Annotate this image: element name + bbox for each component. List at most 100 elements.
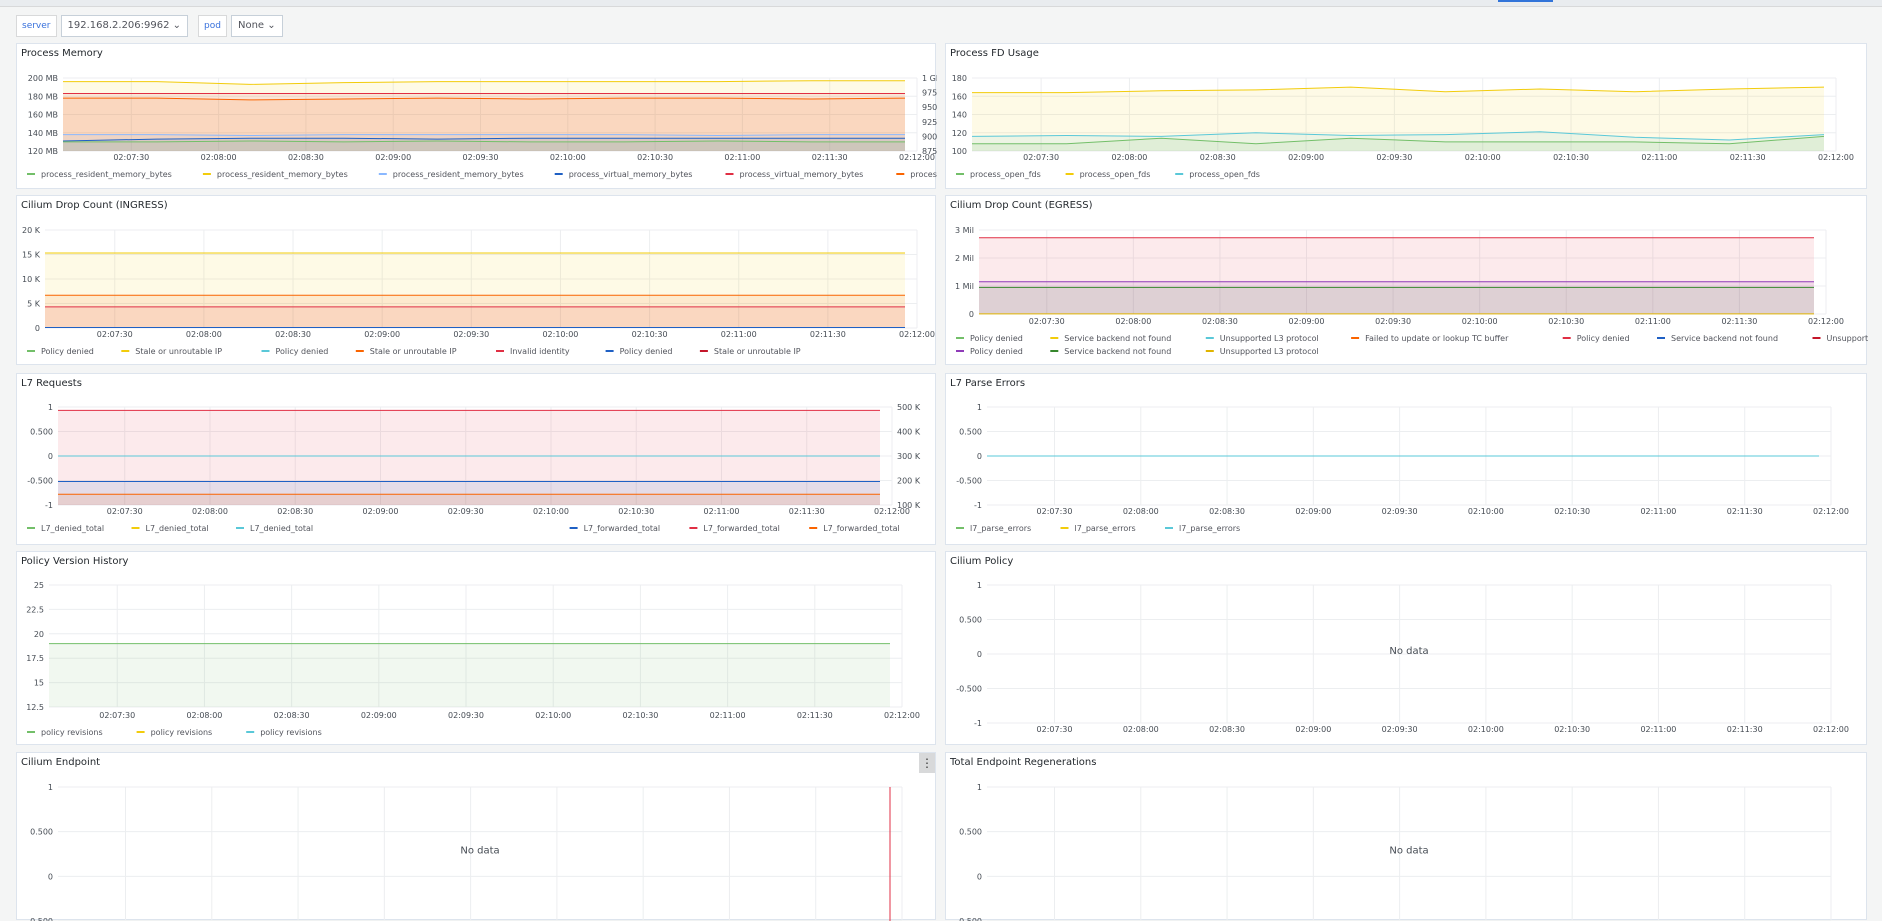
- x-tick-label: 02:10:30: [622, 711, 658, 720]
- legend-label: Policy denied: [41, 347, 94, 356]
- x-tick-label: 02:10:30: [1554, 725, 1590, 734]
- x-tick-label: 02:08:30: [274, 711, 310, 720]
- x-tick-label: 02:09:00: [361, 711, 397, 720]
- legend-label: process_open_fds: [1080, 170, 1151, 179]
- series-area: [45, 307, 905, 328]
- x-tick-label: 02:10:00: [533, 507, 569, 516]
- legend-item[interactable]: Invalid identity: [496, 347, 570, 356]
- legend-item[interactable]: Policy denied: [606, 347, 673, 356]
- legend-item[interactable]: l7_parse_errors: [1165, 524, 1240, 533]
- x-tick-label: 02:11:00: [1640, 725, 1676, 734]
- legend-item[interactable]: L7_denied_total: [236, 524, 313, 533]
- legend-item[interactable]: Policy denied: [956, 347, 1023, 356]
- legend-item[interactable]: Service backend not found: [1050, 347, 1171, 356]
- top-bar: [0, 0, 1882, 7]
- legend-label: policy revisions: [260, 728, 322, 737]
- legend-item[interactable]: process_resident_memory_bytes: [27, 170, 172, 179]
- y-tick-label: 15: [34, 679, 44, 688]
- y-tick-label: 25: [34, 581, 44, 590]
- legend-item[interactable]: process_resident_memory_bytes: [203, 170, 348, 179]
- legend-item[interactable]: l7_parse_errors: [1061, 524, 1136, 533]
- y2-tick-label: 400 K: [897, 428, 921, 437]
- legend-item[interactable]: process_open_fds: [1175, 170, 1260, 179]
- legend-item[interactable]: L7_forwarded_total: [809, 524, 900, 533]
- y-tick-label: 1 Mil: [955, 282, 974, 291]
- x-tick-label: 02:11:00: [1640, 507, 1676, 516]
- x-tick-label: 02:10:30: [1553, 153, 1589, 162]
- x-tick-label: 02:11:00: [724, 153, 760, 162]
- y-tick-label: 0: [48, 872, 53, 881]
- x-tick-label: 02:08:30: [1202, 317, 1238, 326]
- variables-bar: server 192.168.2.206:9962 ⌄ pod None ⌄: [16, 15, 293, 37]
- legend-item[interactable]: Stale or unroutable IP: [356, 347, 457, 356]
- y2-tick-label: 500 K: [897, 403, 921, 412]
- x-tick-label: 02:09:30: [1376, 153, 1412, 162]
- legend-item[interactable]: Unsupported L3 protocol: [1813, 334, 1869, 343]
- x-tick-label: 02:11:00: [710, 711, 746, 720]
- y-tick-label: -0.500: [956, 917, 982, 921]
- legend-label: Unsupported L3 protocol: [1827, 334, 1869, 343]
- legend-item[interactable]: Service backend not found: [1050, 334, 1171, 343]
- legend-item[interactable]: L7_denied_total: [27, 524, 104, 533]
- legend-item[interactable]: policy revisions: [27, 728, 103, 737]
- legend-label: L7_forwarded_total: [703, 524, 780, 533]
- legend-label: Policy denied: [970, 334, 1023, 343]
- legend-item[interactable]: process_open_fds: [1066, 170, 1151, 179]
- total-endpoint-regenerations-panel[interactable]: Total Endpoint Regenerations10.5000-0.50…: [945, 752, 1867, 920]
- legend-item[interactable]: policy revisions: [246, 728, 322, 737]
- legend-item[interactable]: Stale or unroutable IP: [700, 347, 801, 356]
- y-tick-label: 0.500: [959, 616, 982, 625]
- x-tick-label: 02:10:30: [618, 507, 654, 516]
- legend-item[interactable]: Stale or unroutable IP: [121, 347, 222, 356]
- x-tick-label: 02:08:30: [277, 507, 313, 516]
- server-select[interactable]: 192.168.2.206:9962 ⌄: [61, 15, 189, 37]
- legend-item[interactable]: Policy denied: [956, 334, 1023, 343]
- series-line[interactable]: [63, 141, 905, 142]
- legend-item[interactable]: Failed to update or lookup TC buffer: [1351, 334, 1509, 343]
- x-tick-label: 02:11:30: [810, 330, 846, 339]
- legend-label: L7_denied_total: [250, 524, 313, 533]
- legend-item[interactable]: process_virtual_memory_bytes: [726, 170, 864, 179]
- legend-item[interactable]: Policy denied: [262, 347, 329, 356]
- legend-item[interactable]: Policy denied: [27, 347, 94, 356]
- pod-select[interactable]: None ⌄: [231, 15, 283, 37]
- legend-item[interactable]: l7_parse_errors: [956, 524, 1031, 533]
- y-tick-label: 100: [952, 147, 967, 156]
- x-tick-label: 02:11:30: [1730, 153, 1766, 162]
- legend-item[interactable]: Unsupported L3 protocol: [1206, 347, 1319, 356]
- legend-item[interactable]: L7_denied_total: [132, 524, 209, 533]
- legend-label: process_resident_memory_bytes: [217, 170, 348, 179]
- legend-item[interactable]: Policy denied: [1563, 334, 1630, 343]
- x-tick-label: 02:10:00: [1468, 507, 1504, 516]
- legend-item[interactable]: process_virtual_memory_bytes: [896, 170, 937, 179]
- x-tick-label: 02:09:30: [1382, 507, 1418, 516]
- legend-item[interactable]: process_open_fds: [956, 170, 1041, 179]
- legend-item[interactable]: L7_forwarded_total: [689, 524, 780, 533]
- y-tick-label: -1: [45, 501, 53, 510]
- y-tick-label: 1: [48, 403, 53, 412]
- legend-item[interactable]: Unsupported L3 protocol: [1206, 334, 1319, 343]
- legend-label: policy revisions: [151, 728, 213, 737]
- x-tick-label: 02:12:00: [1813, 507, 1849, 516]
- x-tick-label: 02:09:30: [448, 711, 484, 720]
- x-tick-label: 02:09:30: [448, 507, 484, 516]
- legend-item[interactable]: L7_forwarded_total: [570, 524, 661, 533]
- legend-item[interactable]: policy revisions: [137, 728, 213, 737]
- y2-tick-label: 975 MB: [922, 89, 937, 98]
- legend-item[interactable]: process_resident_memory_bytes: [379, 170, 524, 179]
- legend-item[interactable]: process_virtual_memory_bytes: [555, 170, 693, 179]
- x-tick-label: 02:07:30: [1037, 725, 1073, 734]
- legend-item[interactable]: Service backend not found: [1657, 334, 1778, 343]
